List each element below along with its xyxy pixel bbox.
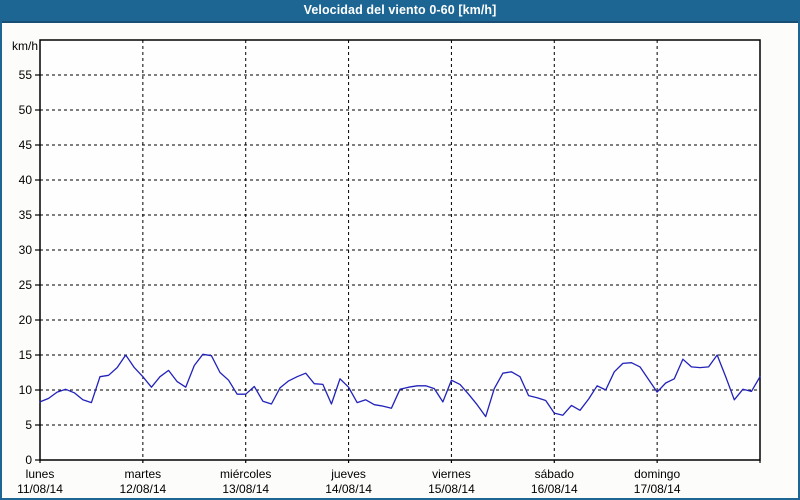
y-tick-label: 5 [25, 418, 32, 432]
x-day-date: 17/08/14 [634, 482, 681, 496]
y-tick-label: 40 [19, 173, 33, 187]
x-day-date: 11/08/14 [17, 482, 63, 496]
x-day-name: lunes [26, 467, 55, 481]
y-tick-label: 35 [19, 208, 33, 222]
y-axis-unit-label: km/h [12, 39, 38, 53]
y-tick-label: 30 [19, 243, 33, 257]
y-tick-label: 50 [19, 103, 33, 117]
x-day-date: 14/08/14 [325, 482, 372, 496]
y-tick-label: 15 [19, 348, 33, 362]
x-day-date: 15/08/14 [428, 482, 475, 496]
x-day-name: jueves [330, 467, 366, 481]
y-tick-label: 0 [25, 453, 32, 467]
x-day-name: martes [125, 467, 162, 481]
x-day-name: miércoles [220, 467, 271, 481]
y-tick-label: 45 [19, 138, 33, 152]
x-day-name: domingo [634, 467, 680, 481]
y-tick-label: 55 [19, 68, 33, 82]
y-tick-label: 25 [19, 278, 33, 292]
x-day-date: 12/08/14 [119, 482, 166, 496]
y-axis-labels: 0 5 10 15 20 25 30 35 40 45 50 55 [19, 68, 33, 467]
wind-speed-line [39, 353, 761, 418]
x-day-name: viernes [432, 467, 471, 481]
chart-title: Velocidad del viento 0-60 [km/h] [303, 3, 497, 17]
plot-frame [39, 39, 761, 461]
x-day-name: sábado [535, 467, 575, 481]
y-tick-label: 20 [19, 313, 33, 327]
x-day-date: 13/08/14 [222, 482, 269, 496]
day-gridlines [142, 40, 658, 460]
x-day-date: 16/08/14 [531, 482, 578, 496]
y-tick-label: 10 [19, 383, 33, 397]
title-bar: Velocidad del viento 0-60 [km/h] [0, 0, 800, 23]
